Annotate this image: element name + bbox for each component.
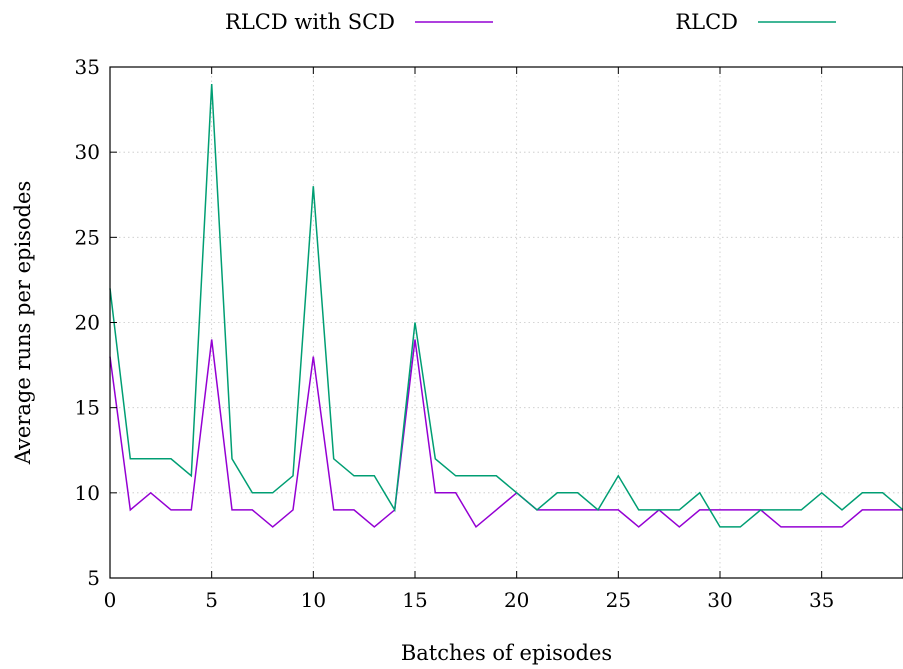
legend-label-rlcd: RLCD [675, 10, 738, 34]
x-tick-label: 35 [809, 588, 834, 612]
y-tick-label: 25 [75, 225, 100, 249]
y-axis-label: Average runs per episodes [11, 181, 35, 466]
x-tick-label: 15 [402, 588, 427, 612]
x-tick-label: 20 [504, 588, 529, 612]
x-tick-label: 5 [205, 588, 218, 612]
x-tick-label: 25 [606, 588, 631, 612]
y-tick-label: 15 [75, 396, 100, 420]
legend-label-rlcd-with-scd: RLCD with SCD [225, 10, 395, 34]
x-tick-label: 0 [104, 588, 117, 612]
y-tick-label: 20 [75, 311, 100, 335]
series-line-rlcd [109, 83, 903, 528]
series-lines [109, 83, 903, 529]
y-tick-label: 10 [75, 481, 100, 505]
legend: RLCD with SCD RLCD [225, 10, 836, 34]
series-line-rlcd-with-scd [109, 339, 903, 529]
grid-lines [110, 67, 903, 578]
y-tick-label: 5 [87, 566, 100, 590]
x-tick-label: 30 [707, 588, 732, 612]
x-axis-label: Batches of episodes [401, 641, 612, 665]
y-tick-label: 30 [75, 140, 100, 164]
y-tick-label: 35 [75, 55, 100, 79]
x-tick-label: 10 [301, 588, 326, 612]
